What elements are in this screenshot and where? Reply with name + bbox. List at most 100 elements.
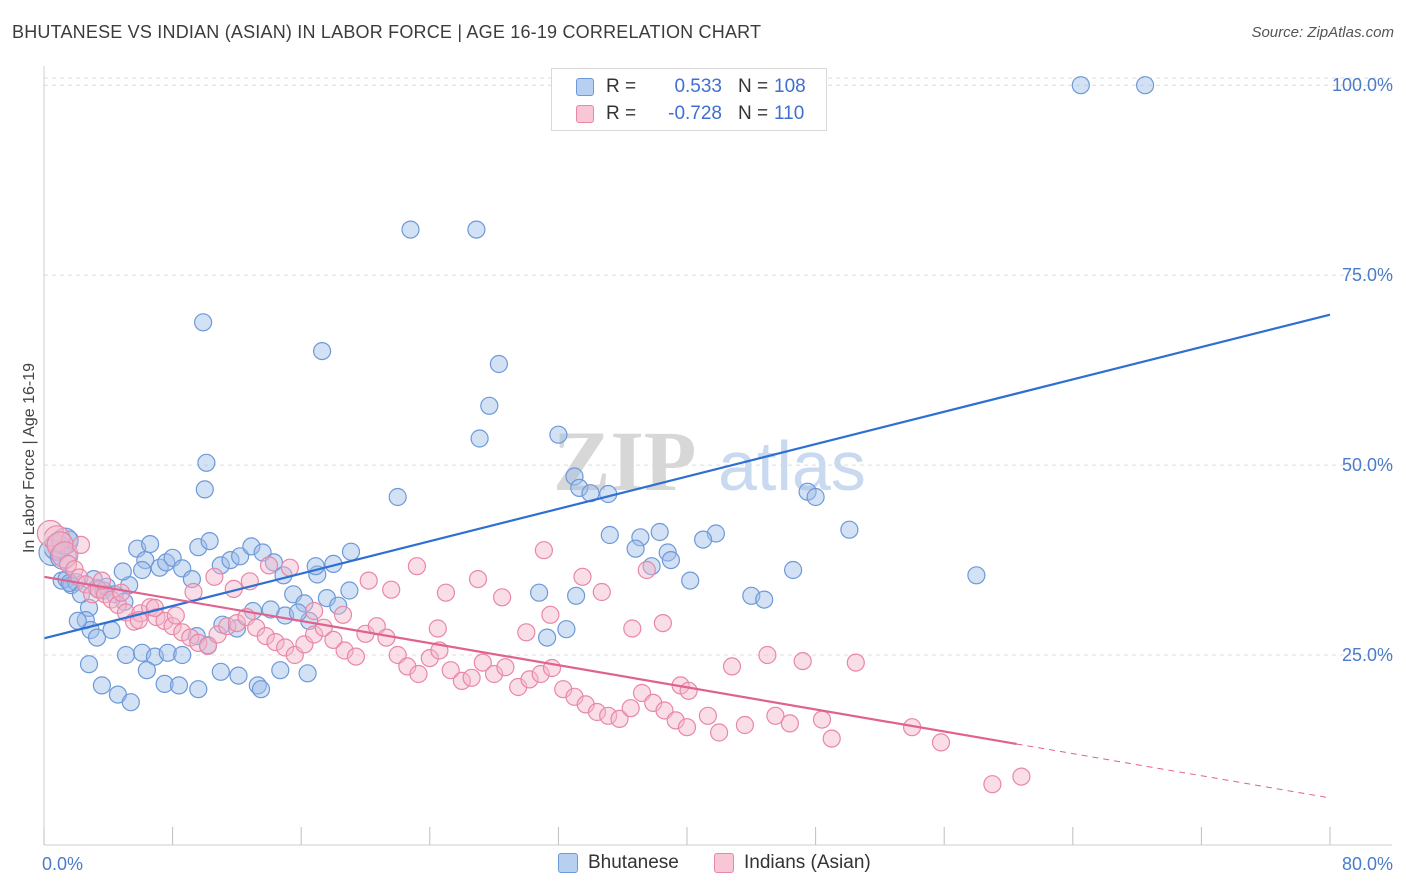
- indian-trend-line: [43, 575, 1017, 746]
- bhutanese-point: [388, 487, 407, 507]
- bhutanese-point: [557, 620, 576, 639]
- bhutanese-point: [295, 594, 314, 613]
- indian-point: [112, 583, 131, 602]
- indian-point: [452, 671, 471, 691]
- bhutanese-point: [116, 645, 136, 665]
- indian-point: [541, 605, 560, 624]
- bhutanese-point: [840, 520, 859, 539]
- legend-swatch-indians: [714, 853, 734, 873]
- legend-label-indians: Indians (Asian): [744, 852, 871, 873]
- indian-point: [822, 729, 841, 748]
- indian-point: [1012, 767, 1031, 786]
- legend-swatch-bhutanese: [558, 853, 578, 873]
- bhutanese-point: [298, 664, 317, 683]
- axis-layer: 25.0% 50.0% 75.0% 100.0% 0.0% 80.0%: [42, 66, 1393, 874]
- bhutanese-point: [155, 674, 174, 694]
- indian-trend-extension: [1016, 743, 1331, 799]
- indian-point: [227, 613, 246, 633]
- grid-layer: [44, 77, 1392, 656]
- bhutanese-point: [102, 620, 121, 640]
- legend-n-value: 110: [774, 103, 805, 124]
- indian-point: [623, 619, 642, 638]
- indian-point: [793, 651, 812, 671]
- bhutanese-point: [537, 628, 557, 647]
- indian-point: [758, 645, 777, 665]
- indian-point: [407, 557, 426, 576]
- indian-point: [346, 647, 365, 666]
- indian-point: [71, 535, 91, 555]
- bhutanese-point: [197, 453, 216, 472]
- legend-r-value: -0.728: [668, 103, 722, 124]
- legend-swatch-pink: [576, 105, 594, 123]
- indian-point: [163, 617, 182, 636]
- indian-point: [280, 558, 299, 577]
- indian-point: [184, 582, 203, 602]
- bhutanese-point: [681, 571, 700, 590]
- watermark-atlas: atlas: [718, 427, 866, 505]
- indian-point: [812, 710, 832, 729]
- indian-point: [441, 661, 460, 680]
- bhutanese-point: [570, 478, 589, 497]
- bhutanese-point: [566, 586, 586, 605]
- indian-point: [677, 718, 697, 737]
- bhutanese-point: [755, 590, 774, 609]
- bhutanese-point: [271, 661, 290, 680]
- bhutanese-point: [229, 666, 248, 685]
- indian-point: [493, 588, 512, 607]
- x-tick-label-1: 80.0%: [1342, 854, 1393, 874]
- bhutanese-point: [340, 581, 359, 600]
- legend-n-label: N =: [738, 76, 769, 97]
- bhutanese-point: [565, 467, 584, 486]
- bhutanese-point: [693, 530, 713, 549]
- legend-item-bhutanese[interactable]: Bhutanese: [558, 852, 679, 874]
- bhutanese-point: [401, 220, 420, 239]
- indian-point: [780, 714, 800, 733]
- indian-point: [409, 664, 428, 684]
- bhutanese-point: [169, 676, 189, 695]
- indian-point: [462, 668, 481, 687]
- indian-point: [679, 681, 698, 700]
- y-tick-label-0: 25.0%: [1342, 645, 1393, 665]
- indian-point: [587, 702, 607, 722]
- legend-r-value: 0.533: [674, 76, 722, 97]
- indian-point: [485, 664, 504, 684]
- x-tick-label-0: 0.0%: [42, 854, 83, 874]
- bhutanese-point: [113, 562, 132, 581]
- legend-item-indians[interactable]: Indians (Asian): [714, 852, 871, 874]
- bhutanese-point: [189, 538, 208, 557]
- series-legend: Bhutanese Indians (Asian): [0, 852, 1406, 878]
- bhutanese-point: [87, 628, 107, 647]
- bhutanese-point: [121, 693, 140, 712]
- bhutanese-point: [157, 553, 176, 572]
- y-tick-label-3: 100.0%: [1332, 75, 1393, 95]
- indian-point: [621, 699, 640, 718]
- bhutanese-point: [650, 522, 669, 542]
- bhutanese-point: [341, 542, 361, 561]
- indian-point: [846, 653, 865, 672]
- bhutanese-point: [242, 537, 261, 556]
- indian-point: [295, 635, 314, 654]
- bhutanese-point: [173, 645, 192, 665]
- bhutanese-point: [549, 425, 568, 444]
- bhutanese-point: [661, 550, 681, 570]
- bhutanese-point: [189, 680, 208, 699]
- legend-row-bhutanese: R = 0.533 N = 108: [576, 74, 806, 100]
- bhutanese-point: [195, 480, 214, 499]
- bhutanese-point: [529, 583, 549, 602]
- indian-point: [382, 580, 401, 599]
- trend-layer: [43, 313, 1331, 799]
- indian-point: [735, 715, 755, 735]
- bhutanese-point: [600, 525, 619, 545]
- y-tick-label-1: 50.0%: [1342, 455, 1393, 475]
- indian-point: [573, 567, 592, 586]
- indian-point: [359, 571, 378, 590]
- indian-point: [92, 571, 112, 590]
- indian-point: [468, 569, 488, 589]
- indian-point: [276, 638, 295, 657]
- bhutanese-point: [79, 655, 99, 674]
- bhutanese-point: [489, 354, 508, 374]
- indian-point: [324, 630, 343, 650]
- indian-point: [931, 733, 951, 752]
- indian-point: [305, 601, 324, 621]
